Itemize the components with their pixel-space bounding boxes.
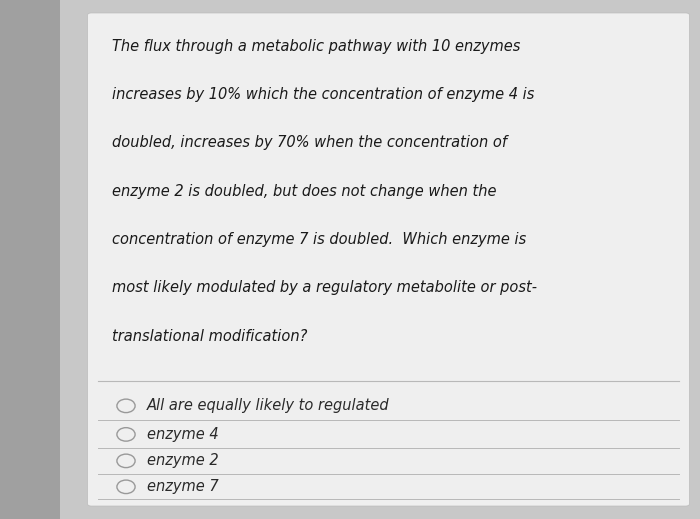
Text: The flux through a metabolic pathway with 10 enzymes: The flux through a metabolic pathway wit… (112, 39, 520, 54)
Text: translational modification?: translational modification? (112, 329, 307, 344)
Text: concentration of enzyme 7 is doubled.  Which enzyme is: concentration of enzyme 7 is doubled. Wh… (112, 232, 526, 247)
Text: most likely modulated by a regulatory metabolite or post-: most likely modulated by a regulatory me… (112, 280, 537, 295)
Text: enzyme 7: enzyme 7 (147, 480, 218, 494)
FancyBboxPatch shape (88, 13, 690, 506)
Text: enzyme 4: enzyme 4 (147, 427, 218, 442)
Text: All are equally likely to regulated: All are equally likely to regulated (147, 399, 390, 413)
Text: enzyme 2: enzyme 2 (147, 454, 218, 468)
Text: enzyme 2 is doubled, but does not change when the: enzyme 2 is doubled, but does not change… (112, 184, 496, 199)
Bar (0, 0, 60, 519)
Text: increases by 10% which the concentration of enzyme 4 is: increases by 10% which the concentration… (112, 87, 534, 102)
Text: doubled, increases by 70% when the concentration of: doubled, increases by 70% when the conce… (112, 135, 507, 151)
